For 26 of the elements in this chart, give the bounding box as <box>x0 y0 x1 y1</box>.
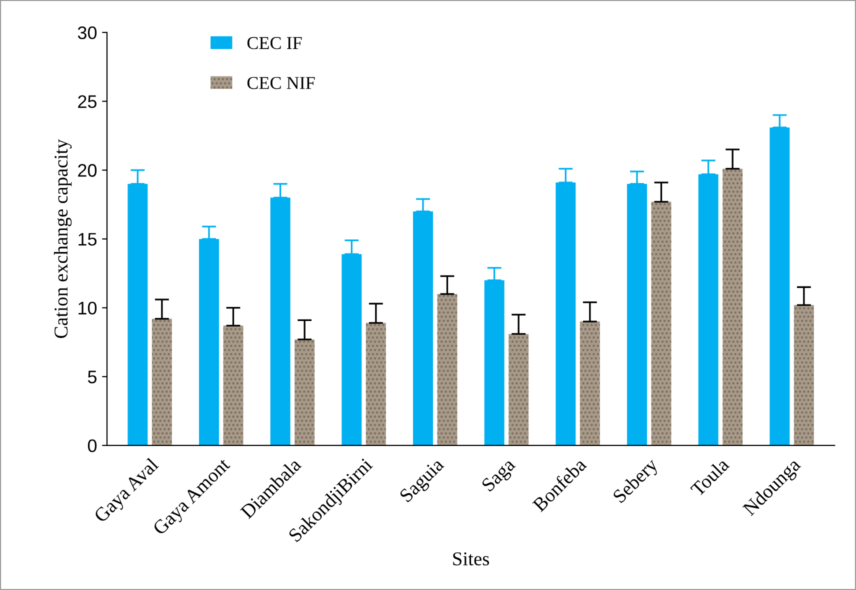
bar <box>437 294 458 446</box>
bar <box>794 305 814 446</box>
legend-label: CEC IF <box>247 36 302 50</box>
y-tick-label: 15 <box>78 233 97 246</box>
y-axis-title: Cation exchange capacity <box>54 139 72 338</box>
bar <box>722 168 743 446</box>
bar <box>556 182 576 446</box>
y-tick-label: 0 <box>88 439 97 452</box>
y-tick-label: 25 <box>78 95 97 108</box>
bar <box>508 334 529 446</box>
y-tick-label: 20 <box>78 164 97 177</box>
bar <box>770 127 790 446</box>
bar <box>199 238 219 446</box>
y-tick-label: 10 <box>78 302 97 315</box>
x-tick-label: Saga <box>481 457 519 495</box>
bar <box>366 322 386 446</box>
y-tick-label: 5 <box>88 370 97 384</box>
x-axis-title: Sites <box>453 552 490 566</box>
bar <box>580 322 600 446</box>
bar <box>651 202 672 446</box>
bar <box>294 339 315 446</box>
bar <box>152 318 172 446</box>
bar <box>413 211 433 446</box>
legend-label: CEC NIF <box>247 76 315 90</box>
y-tick-label: 30 <box>78 26 97 40</box>
bar <box>223 326 244 446</box>
